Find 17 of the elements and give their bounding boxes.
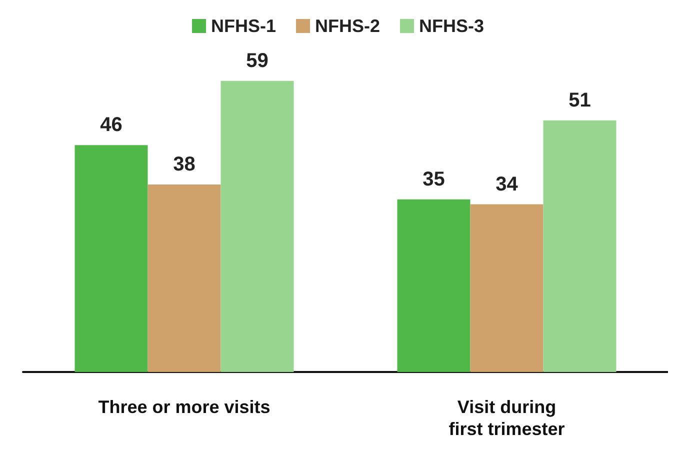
data-label: 51 [568,89,591,112]
legend-label: NFHS-2 [315,16,380,36]
bar [543,120,616,372]
data-label: 59 [246,50,268,72]
bar [397,199,470,372]
data-label: 38 [173,154,196,176]
data-label: 46 [100,114,122,136]
bar [220,80,294,372]
legend-label: NFHS-1 [210,16,276,36]
x-tick-label: Visit during first trimester [448,397,565,439]
bar [74,145,148,372]
bar [148,184,221,372]
data-label: 35 [422,168,445,190]
legend-label: NFHS-3 [419,16,484,36]
x-tick-label: Three or more visits [98,397,270,417]
data-label: 34 [496,173,519,196]
bar [470,204,544,372]
